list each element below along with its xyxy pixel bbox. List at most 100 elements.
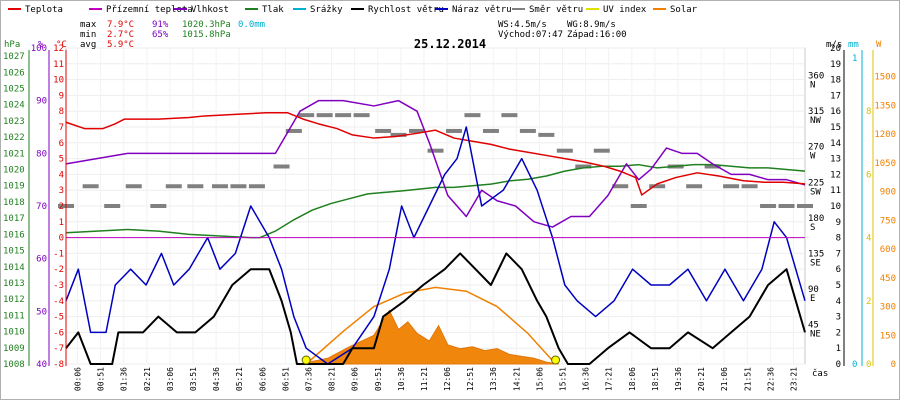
humidity-tick-label: 80 [36, 149, 47, 159]
wind-direction-mark [445, 128, 462, 133]
wind-direction-mark [778, 204, 795, 208]
time-tick-label: 09:06 [351, 367, 360, 391]
wind-tick-label: 16 [830, 107, 841, 117]
hpa-tick-label: 1023 [3, 117, 25, 127]
solar-tick-label: 0 [891, 360, 896, 370]
humidity-tick-label: 90 [36, 97, 47, 107]
wind-direction-mark [230, 184, 247, 189]
legend-label-5: Rychlost větru [368, 5, 444, 15]
time-tick-label: 09:51 [374, 367, 383, 391]
wind-direction-mark [125, 184, 142, 189]
wind-direction-mark [482, 128, 499, 133]
direction-tick-value: 135 [808, 249, 824, 259]
solar-tick-label: 600 [880, 245, 896, 255]
temperature-tick-label: 2 [59, 202, 64, 212]
wind-direction-mark [649, 184, 666, 189]
time-tick-label: 21:51 [743, 367, 752, 391]
wind-direction-mark [760, 204, 777, 208]
wind-direction-mark [464, 113, 481, 118]
wind-direction-mark [375, 128, 392, 133]
time-tick-label: 03:51 [189, 367, 198, 391]
wind-gust-line [65, 126, 806, 365]
wind-direction-mark [335, 113, 352, 118]
humidity-tick-label: 50 [36, 307, 47, 317]
time-tick-label: 05:21 [235, 367, 244, 391]
stat-avg-temp: 5.9°C [107, 40, 134, 50]
hpa-tick-label: 1024 [3, 101, 25, 111]
time-tick-label: 18:06 [628, 367, 637, 391]
axis-unit-mm: mm [848, 40, 859, 50]
time-tick-label: 15:51 [559, 367, 568, 391]
axis-unit-w: W [876, 40, 882, 50]
wind-direction-mark [82, 184, 99, 189]
time-tick-label: 12:51 [466, 367, 475, 391]
hpa-tick-label: 1021 [3, 149, 25, 159]
solar-tick-label: 900 [880, 188, 896, 198]
solar-max-curve [305, 286, 557, 365]
wind-direction-mark [612, 184, 629, 189]
temperature-tick-label: -4 [53, 297, 64, 307]
solar-tick-label: 450 [880, 274, 896, 284]
hpa-tick-label: 1012 [3, 295, 25, 305]
hpa-tick-label: 1014 [3, 263, 25, 273]
direction-tick-value: 270 [808, 143, 824, 153]
hpa-tick-label: 1017 [3, 214, 25, 224]
stat-max-rain: 0.0mm [238, 20, 265, 30]
wind-tick-label: 7 [836, 249, 841, 259]
temperature-tick-label: -6 [53, 328, 64, 338]
solar-tick-label: 300 [880, 303, 896, 313]
legend-label-0: Teplota [25, 5, 63, 15]
wind-direction-mark [741, 184, 758, 189]
axis-unit-time: čas [812, 368, 828, 379]
direction-tick-compass: SW [810, 187, 821, 197]
wind-tick-label: 8 [836, 234, 841, 244]
hpa-tick-label: 1026 [3, 68, 25, 78]
wind-direction-mark [390, 132, 407, 137]
wind-tick-label: 5 [836, 281, 841, 291]
wind-tick-label: 20 [830, 44, 841, 54]
time-tick-label: 00:51 [97, 367, 106, 391]
solar-tick-label: 750 [880, 216, 896, 226]
temperature-tick-label: 0 [59, 234, 64, 244]
wind-direction-mark [797, 204, 813, 208]
time-tick-label: 08:21 [328, 367, 337, 391]
wind-direction-mark [298, 113, 315, 118]
temperature-tick-label: 7 [59, 123, 64, 133]
solar-tick-label: 1200 [874, 130, 896, 140]
uv-tick-label: 6 [866, 170, 871, 180]
wind-direction-series [58, 113, 813, 208]
solar-tick-label: 1050 [874, 159, 896, 169]
stat-min-temp: 2.7°C [107, 30, 134, 40]
legend-label-3: Tlak [262, 5, 284, 15]
stat-min-press: 1015.8hPa [182, 30, 231, 40]
hpa-tick-label: 1022 [3, 133, 25, 143]
time-tick-label: 06:51 [281, 367, 290, 391]
wind-direction-mark [353, 113, 370, 118]
legend-label-2: Vlhkost [191, 5, 229, 15]
time-tick-label: 01:36 [120, 367, 129, 391]
temperature-tick-label: -2 [53, 265, 64, 275]
hpa-tick-label: 1025 [3, 85, 25, 95]
time-tick-label: 16:36 [582, 367, 591, 391]
uv-tick-label: 2 [866, 297, 871, 307]
stats-block: max 7.9°C 91% 1020.3hPa 0.0mm min 2.7°C … [80, 20, 627, 50]
stat-max-hum: 91% [152, 20, 169, 30]
hpa-tick-label: 1027 [3, 52, 25, 62]
wind-direction-mark [273, 164, 290, 169]
grid-lines [66, 47, 805, 365]
hpa-tick-label: 1011 [3, 311, 25, 321]
time-tick-label: 12:06 [443, 367, 452, 391]
hpa-tick-label: 1013 [3, 279, 25, 289]
hpa-tick-label: 1015 [3, 247, 25, 257]
temperature-tick-label: 12 [53, 44, 64, 54]
wind-tick-label: 1 [836, 344, 841, 354]
solar-area [299, 309, 559, 365]
time-tick-label: 22:36 [766, 367, 775, 391]
legend-label-4: Srážky [310, 5, 343, 15]
wind-tick-label: 12 [830, 170, 841, 180]
temperature-tick-label: -7 [53, 344, 64, 354]
humidity-line [65, 99, 806, 228]
temperature-tick-label: -5 [53, 313, 64, 323]
